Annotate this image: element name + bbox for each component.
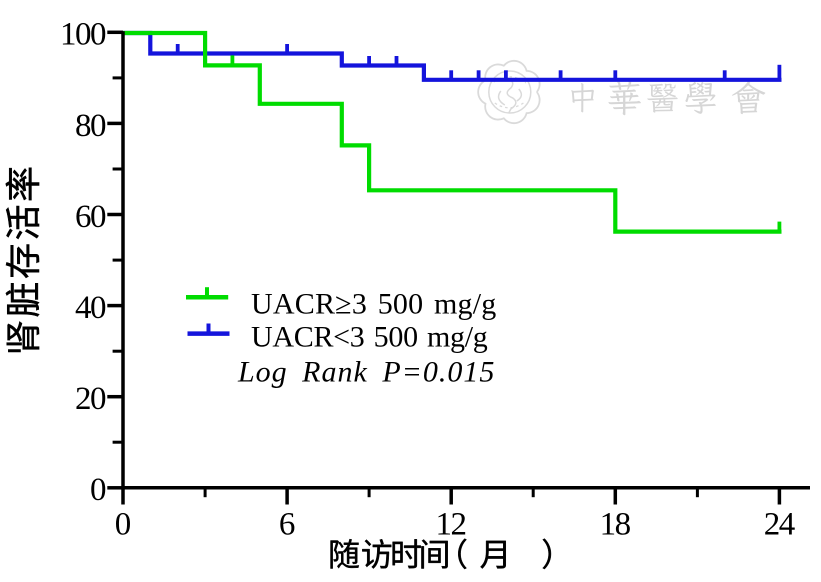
svg-text:60: 60	[75, 199, 106, 235]
svg-text:20: 20	[75, 381, 106, 417]
svg-text:80: 80	[75, 108, 106, 144]
svg-text:40: 40	[75, 290, 106, 326]
svg-text:UACR≥3 500 mg/g: UACR≥3 500 mg/g	[251, 287, 496, 320]
svg-text:24: 24	[764, 507, 795, 543]
svg-text:12: 12	[436, 507, 466, 543]
svg-text:6: 6	[279, 507, 295, 543]
svg-text:0: 0	[115, 507, 131, 543]
svg-text:UACR<3 500 mg/g: UACR<3 500 mg/g	[251, 321, 488, 354]
svg-text:Log Rank P=0.015: Log Rank P=0.015	[237, 355, 495, 388]
svg-text:0: 0	[90, 472, 106, 508]
svg-text:18: 18	[600, 507, 631, 543]
svg-text:100: 100	[60, 17, 106, 53]
